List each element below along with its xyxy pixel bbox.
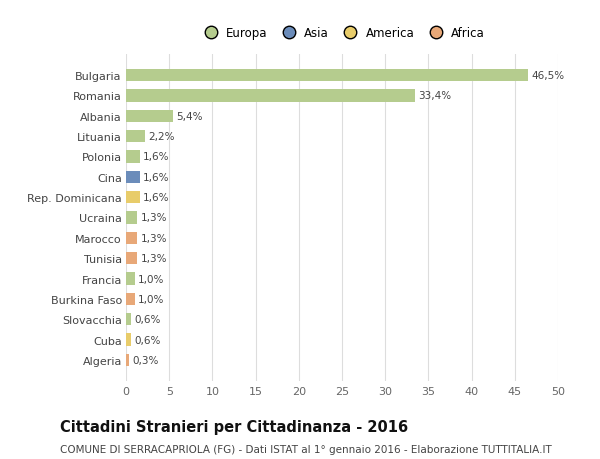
Text: 1,3%: 1,3% [140,254,167,263]
Text: 46,5%: 46,5% [531,71,565,81]
Text: 1,6%: 1,6% [143,193,170,203]
Text: 2,2%: 2,2% [148,132,175,142]
Text: 33,4%: 33,4% [418,91,451,101]
Bar [126,293,134,305]
Bar [126,151,140,163]
Text: 1,0%: 1,0% [138,294,164,304]
Legend: Europa, Asia, America, Africa: Europa, Asia, America, Africa [194,22,490,44]
Bar [126,313,131,325]
Bar [126,252,137,265]
Text: 1,0%: 1,0% [138,274,164,284]
Bar [126,273,134,285]
Bar [126,212,137,224]
Bar [126,232,137,244]
Text: 0,6%: 0,6% [134,335,161,345]
Bar [126,192,140,204]
Bar [126,171,140,184]
Bar [126,131,145,143]
Text: 1,3%: 1,3% [140,233,167,243]
Bar [126,90,415,102]
Text: 1,6%: 1,6% [143,173,170,182]
Bar [126,70,528,82]
Text: 1,3%: 1,3% [140,213,167,223]
Text: 1,6%: 1,6% [143,152,170,162]
Text: 0,3%: 0,3% [132,355,158,365]
Text: 5,4%: 5,4% [176,112,203,122]
Text: COMUNE DI SERRACAPRIOLA (FG) - Dati ISTAT al 1° gennaio 2016 - Elaborazione TUTT: COMUNE DI SERRACAPRIOLA (FG) - Dati ISTA… [60,444,552,454]
Text: 0,6%: 0,6% [134,314,161,325]
Bar [126,111,173,123]
Text: Cittadini Stranieri per Cittadinanza - 2016: Cittadini Stranieri per Cittadinanza - 2… [60,419,408,434]
Bar [126,354,128,366]
Bar [126,334,131,346]
